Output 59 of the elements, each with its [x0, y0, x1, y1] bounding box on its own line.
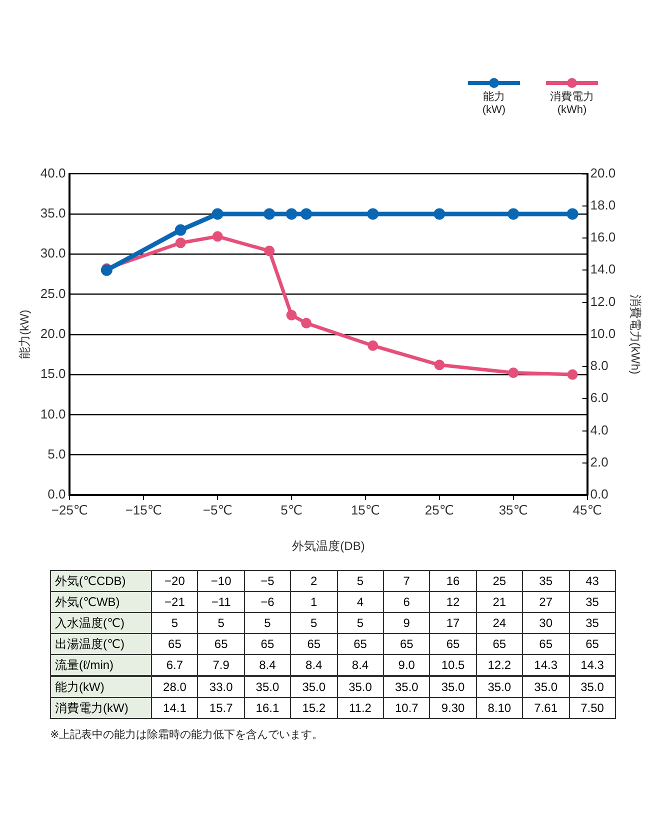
y2-tick-label: 20.0	[590, 165, 616, 180]
y2-tick-label: 16.0	[590, 230, 616, 245]
y2-tick-label: 4.0	[590, 422, 608, 438]
x-tick-label: −25℃	[51, 502, 88, 518]
y-tick-label: 5.0	[48, 446, 66, 462]
y-axis-title: 能力(kW)	[18, 310, 32, 360]
text: 入水温度(℃) 5 5 5 5 5 9 17 24 30 35	[55, 616, 599, 630]
y2-tick-label: 6.0	[590, 390, 608, 406]
legend-label: 消費電力 (kWh)	[550, 91, 594, 117]
point	[212, 208, 224, 220]
y2-tick-label: 14.0	[590, 262, 616, 277]
text: 能力(kW) 28.0 33.0 35.0 35.0 35.0 35.0 35.0 35.0 35.0 35.0	[55, 680, 604, 694]
point	[286, 310, 297, 320]
y-tick-label: 30.0	[40, 246, 66, 261]
point	[212, 231, 223, 242]
point	[434, 208, 446, 220]
y-tick-label: 0.0	[48, 486, 66, 502]
point	[174, 224, 186, 236]
point	[264, 246, 275, 256]
point	[508, 208, 520, 220]
y-tick-label: 10.0	[40, 406, 66, 422]
y-tick-label: 20.0	[40, 326, 66, 341]
x-tick-label: 15℃	[350, 502, 380, 518]
point	[175, 238, 186, 248]
y2-tick-label: 8.0	[590, 358, 608, 374]
y2-tick-label: 10.0	[590, 326, 616, 341]
y2-tick-label: 12.0	[590, 294, 616, 309]
legend-label: 能力 (kW)	[482, 91, 506, 117]
point	[368, 340, 378, 351]
point	[567, 369, 578, 380]
point	[367, 208, 379, 220]
point	[286, 208, 298, 220]
y2-tick-label: 0.0	[590, 486, 608, 502]
point	[300, 208, 312, 220]
y2-axis-title: 消費電力(kWh)	[628, 294, 642, 374]
point	[434, 360, 445, 370]
text: ※上記表中の能力は除霜時の能力低下を含んでいます。	[50, 728, 324, 742]
point	[566, 208, 578, 220]
y-tick-label: 40.0	[40, 165, 66, 180]
y2-tick-label: 2.0	[590, 454, 608, 470]
x-tick-label: 45℃	[572, 502, 602, 518]
x-tick-label: −15℃	[125, 502, 162, 518]
y2-tick-label: 18.0	[590, 198, 616, 212]
point	[264, 208, 276, 220]
text: 出湯温度(℃) 65 65 65 65 65 65 65 65 65 65	[55, 636, 599, 651]
text: 流量(ℓ/min) 6.7 7.9 8.4 8.4 8.4 9.0 10.5 12.2 14.3 14.3	[55, 658, 604, 672]
y-tick-label: 25.0	[40, 286, 66, 301]
text: 消費電力(kW) 14.1 15.7 16.1 15.2 11.2 10.7 9.30 8.10 7.61 7.50	[55, 700, 604, 715]
x-tick-label: 5℃	[280, 502, 302, 518]
point	[301, 318, 312, 328]
x-tick-label: −5℃	[202, 502, 232, 518]
point	[508, 368, 519, 378]
y-tick-label: 15.0	[40, 366, 66, 382]
text: 外気(℃CDB) −20 −10 −5 2 5 7 16 25 35 43	[55, 574, 599, 588]
x-tick-label: 25℃	[424, 502, 454, 518]
x-axis-title: 外気温度(DB)	[292, 539, 365, 554]
x-tick-label: 35℃	[498, 502, 528, 518]
text: 外気(℃WB) −21 −11 −6 1 4 6 12 21 27 35	[55, 594, 599, 609]
y-tick-label: 35.0	[40, 206, 66, 221]
